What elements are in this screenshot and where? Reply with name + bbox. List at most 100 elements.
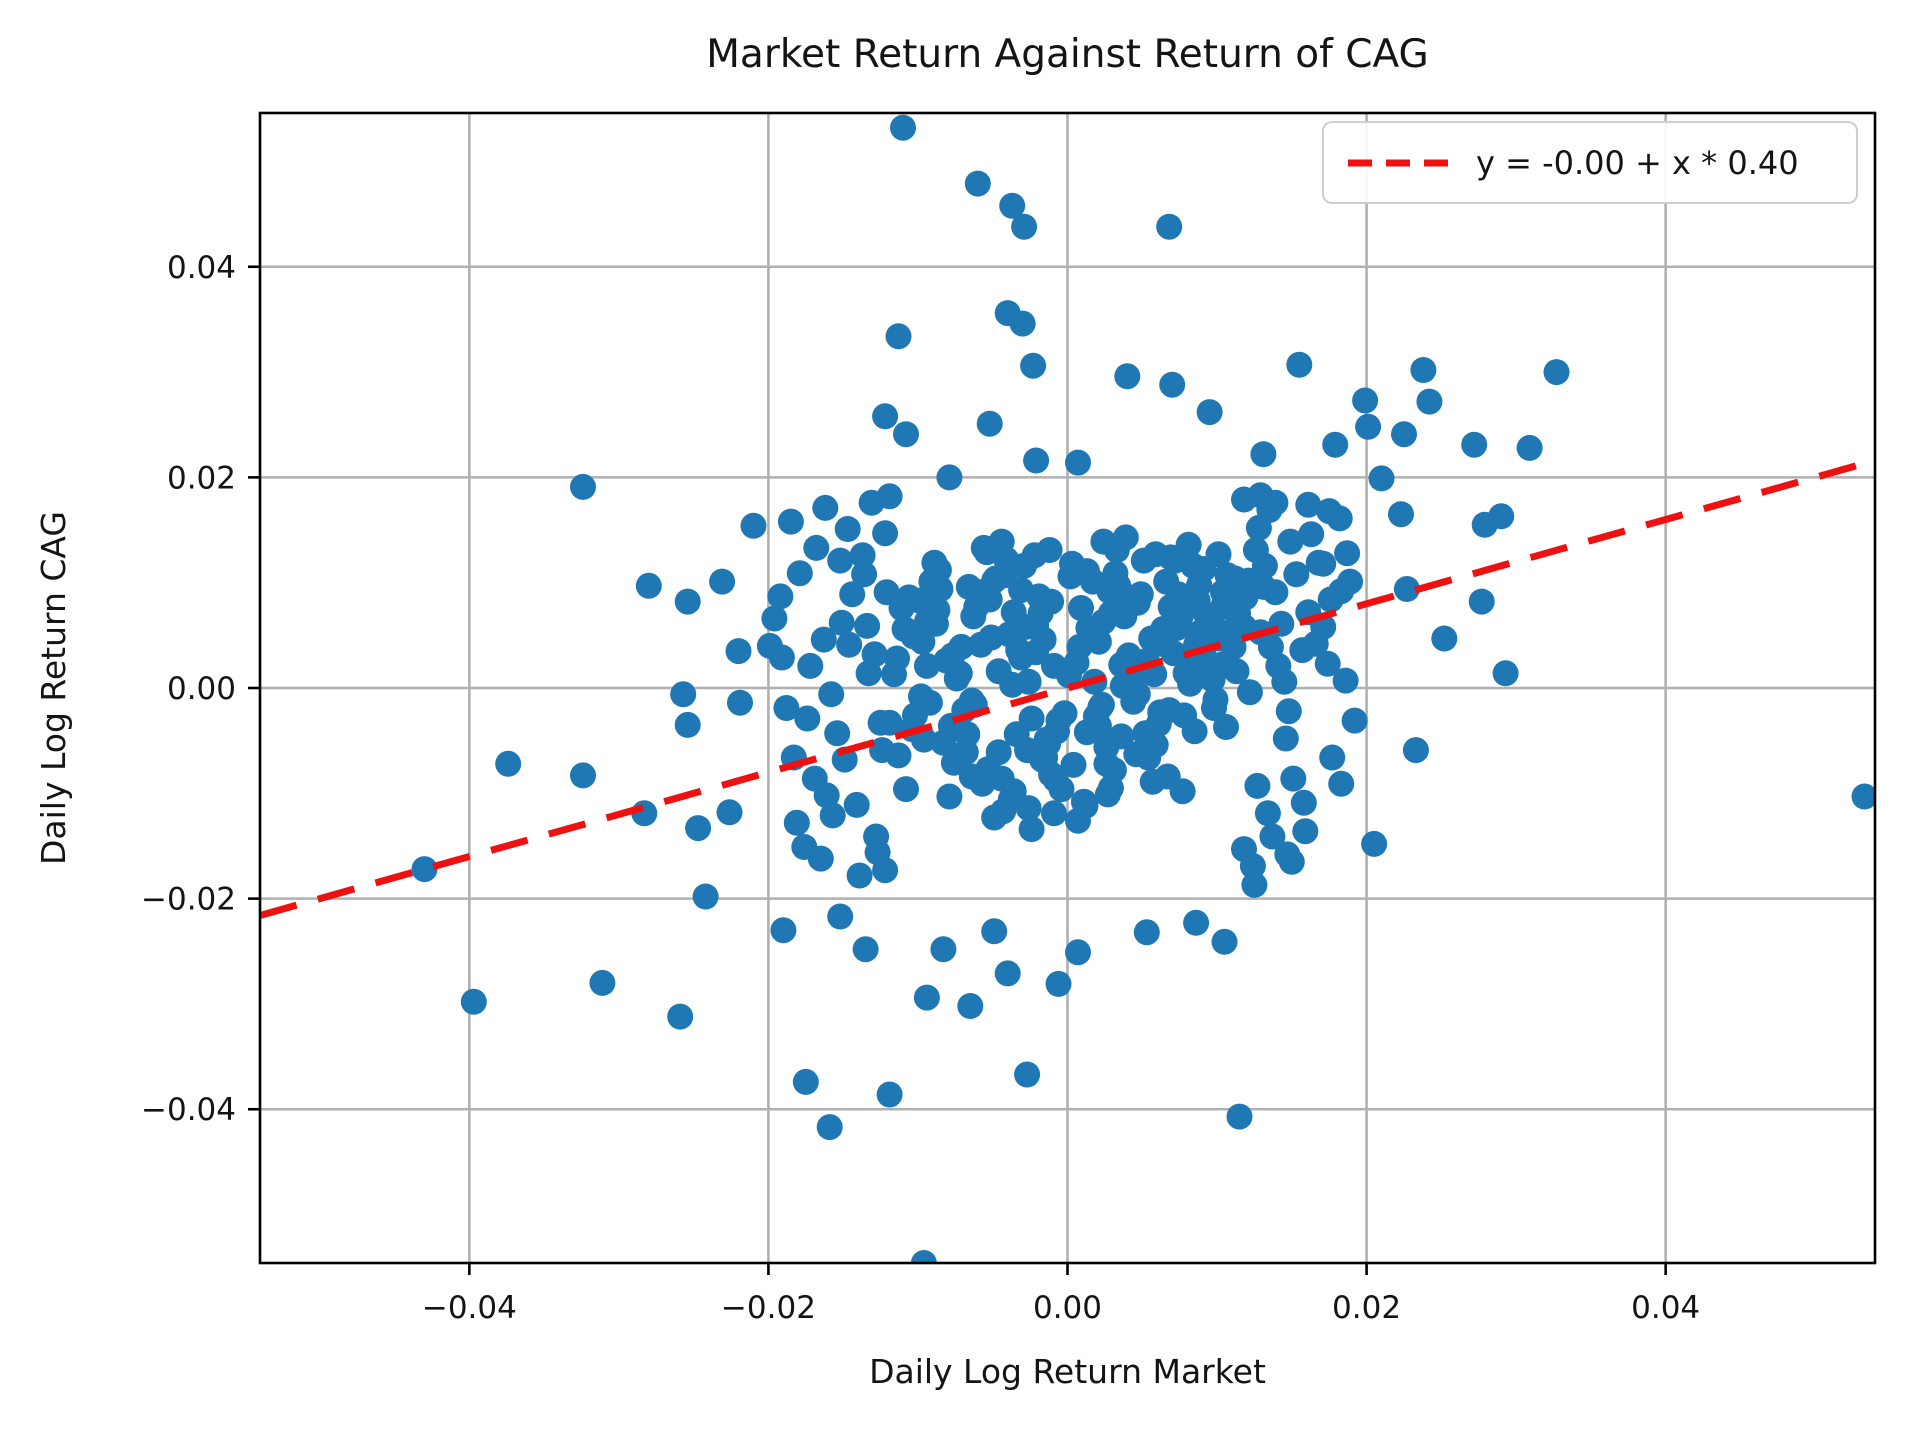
scatter-point bbox=[803, 534, 830, 561]
scatter-point bbox=[872, 520, 899, 547]
scatter-point bbox=[1165, 581, 1192, 608]
scatter-point bbox=[940, 749, 967, 776]
scatter-point bbox=[851, 561, 878, 588]
scatter-point bbox=[816, 1114, 843, 1141]
scatter-point bbox=[893, 421, 919, 448]
scatter-point bbox=[1142, 541, 1169, 568]
trendline bbox=[260, 457, 1875, 919]
scatter-point bbox=[981, 567, 1008, 594]
scatter-point bbox=[1048, 776, 1075, 803]
scatter-point bbox=[1239, 853, 1266, 879]
scatter-point bbox=[1275, 698, 1302, 725]
scatter-point bbox=[1286, 351, 1313, 378]
scatter-point bbox=[885, 742, 912, 769]
scatter-point bbox=[828, 609, 855, 636]
scatter-point bbox=[999, 192, 1026, 219]
scatter-point bbox=[1009, 310, 1036, 337]
scatter-point bbox=[1241, 871, 1268, 898]
scatter-point bbox=[1015, 795, 1042, 822]
scatter-point bbox=[777, 508, 804, 535]
scatter-point bbox=[1322, 431, 1349, 458]
x-tick-label: −0.04 bbox=[422, 1290, 517, 1326]
scatter-point bbox=[843, 791, 870, 818]
scatter-point bbox=[1334, 540, 1361, 567]
scatter-point bbox=[767, 583, 794, 610]
scatter-point bbox=[1015, 668, 1042, 695]
scatter-series bbox=[411, 114, 1875, 1263]
scatter-point bbox=[740, 512, 767, 539]
x-tick-label: 0.02 bbox=[1332, 1290, 1401, 1326]
scatter-point bbox=[958, 763, 985, 790]
scatter-point bbox=[876, 1081, 903, 1108]
scatter-point bbox=[810, 626, 837, 653]
scatter-point bbox=[1172, 660, 1199, 687]
scatter-point bbox=[885, 323, 912, 350]
scatter-point bbox=[1065, 939, 1091, 966]
scatter-point bbox=[1183, 909, 1210, 936]
scatter-point bbox=[1259, 823, 1286, 850]
scatter-point bbox=[1169, 778, 1196, 805]
scatter-point bbox=[1032, 744, 1059, 771]
scatter-point bbox=[1298, 521, 1325, 548]
scatter-point bbox=[1068, 595, 1094, 621]
scatter-point bbox=[1041, 652, 1067, 679]
scatter-point bbox=[960, 603, 987, 630]
scatter-point bbox=[1211, 928, 1238, 955]
scatter-point bbox=[1072, 792, 1099, 819]
scatter-point bbox=[667, 1003, 694, 1030]
scatter-point bbox=[849, 542, 876, 569]
scatter-point bbox=[792, 1068, 819, 1095]
scatter-point bbox=[1283, 561, 1310, 588]
scatter-point bbox=[964, 170, 991, 197]
scatter-point bbox=[1115, 584, 1142, 611]
scatter-point bbox=[1277, 528, 1304, 555]
scatter-point bbox=[1193, 602, 1220, 629]
scatter-point bbox=[913, 652, 940, 679]
y-tick-label: −0.04 bbox=[141, 1092, 236, 1128]
scatter-point bbox=[839, 581, 866, 608]
scatter-point bbox=[460, 988, 487, 1015]
scatter-point bbox=[1226, 1103, 1253, 1130]
scatter-point bbox=[1156, 213, 1183, 240]
scatter-point bbox=[1213, 714, 1239, 740]
scatter-point bbox=[939, 642, 966, 669]
scatter-point bbox=[725, 638, 752, 665]
scatter-point bbox=[791, 834, 818, 860]
scatter-point bbox=[1065, 449, 1091, 476]
scatter-point bbox=[1085, 628, 1112, 655]
scatter-point bbox=[1361, 830, 1388, 857]
scatter-point bbox=[1150, 616, 1177, 642]
scatter-point bbox=[1018, 705, 1045, 732]
x-axis-label: Daily Log Return Market bbox=[869, 1352, 1266, 1391]
scatter-point bbox=[1492, 660, 1519, 687]
scatter-point bbox=[834, 516, 861, 542]
scatter-point bbox=[670, 681, 697, 708]
scatter-point bbox=[936, 464, 963, 491]
scatter-point bbox=[1326, 505, 1353, 532]
scatter-point bbox=[954, 721, 981, 748]
scatter-point bbox=[812, 494, 839, 521]
scatter-point bbox=[855, 660, 882, 687]
scatter-point bbox=[1223, 658, 1250, 685]
scatter-point bbox=[1319, 744, 1346, 771]
scatter-point bbox=[1156, 697, 1183, 724]
scatter-point bbox=[1274, 841, 1301, 868]
scatter-point bbox=[674, 711, 701, 738]
scatter-point bbox=[1088, 691, 1115, 718]
scatter-point bbox=[570, 473, 596, 500]
scatter-point bbox=[819, 802, 846, 829]
scatter-point bbox=[1008, 577, 1035, 604]
scatter-point bbox=[1402, 737, 1429, 764]
scatter-point bbox=[836, 631, 863, 658]
scatter-point bbox=[1488, 503, 1515, 530]
scatter-point bbox=[1038, 588, 1065, 615]
scatter-point bbox=[495, 750, 522, 777]
scatter-point bbox=[1103, 537, 1130, 563]
scatter-point bbox=[921, 549, 948, 576]
scatter-point bbox=[770, 917, 797, 944]
x-tick-label: −0.02 bbox=[721, 1290, 816, 1326]
scatter-point bbox=[773, 695, 800, 721]
scatter-point bbox=[913, 608, 940, 635]
scatter-point bbox=[1341, 707, 1368, 734]
scatter-point bbox=[1023, 447, 1050, 474]
